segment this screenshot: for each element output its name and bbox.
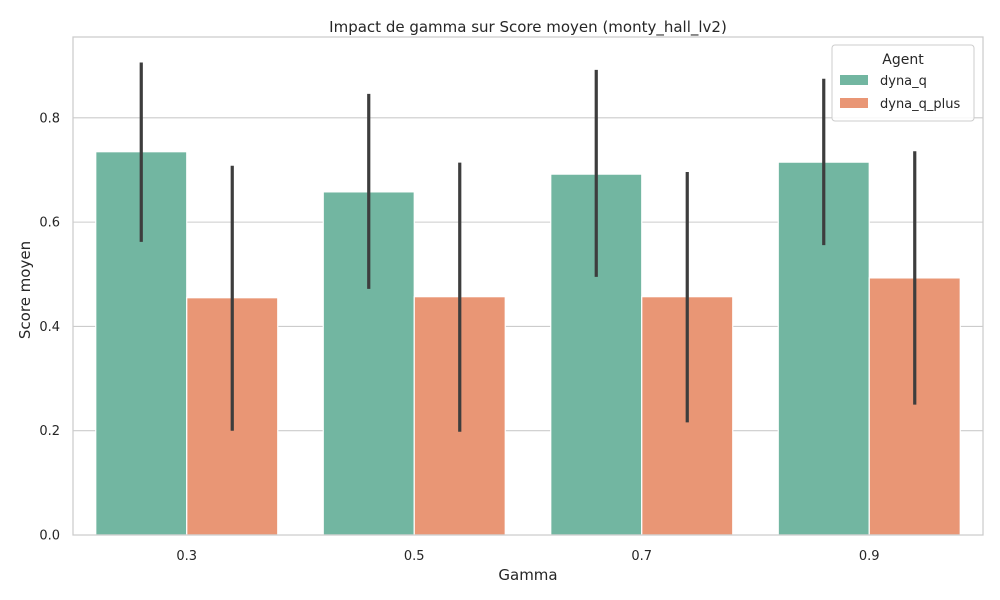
y-axis-title: Score moyen: [16, 241, 34, 339]
legend-swatch-dyna-q: [840, 75, 868, 85]
plot-frame: [72, 36, 984, 536]
error-bars: [139, 62, 917, 432]
legend: Agent dyna_q dyna_q_plus: [831, 44, 975, 122]
legend-label-dyna-q: dyna_q: [880, 74, 927, 89]
chart-title: Impact de gamma sur Score moyen (monty_h…: [329, 18, 727, 37]
y-tick-label: 0.0: [39, 529, 60, 544]
x-tick-label: 0.7: [631, 549, 652, 564]
x-tick-label: 0.3: [176, 549, 197, 564]
x-tick-label: 0.5: [404, 549, 425, 564]
y-tick-label: 0.4: [39, 320, 60, 335]
y-axis-ticks: 0.0 0.2 0.4 0.6 0.8: [39, 111, 60, 543]
x-axis-ticks: 0.3 0.5 0.7 0.9: [176, 549, 879, 564]
x-axis-title: Gamma: [498, 566, 557, 584]
y-tick-label: 0.6: [39, 216, 60, 231]
legend-label-dyna-q-plus: dyna_q_plus: [880, 97, 961, 112]
y-tick-label: 0.2: [39, 424, 60, 439]
legend-swatch-dyna-q-plus: [840, 98, 868, 108]
x-tick-label: 0.9: [859, 549, 880, 564]
legend-title: Agent: [882, 52, 924, 68]
y-tick-label: 0.8: [39, 111, 60, 126]
